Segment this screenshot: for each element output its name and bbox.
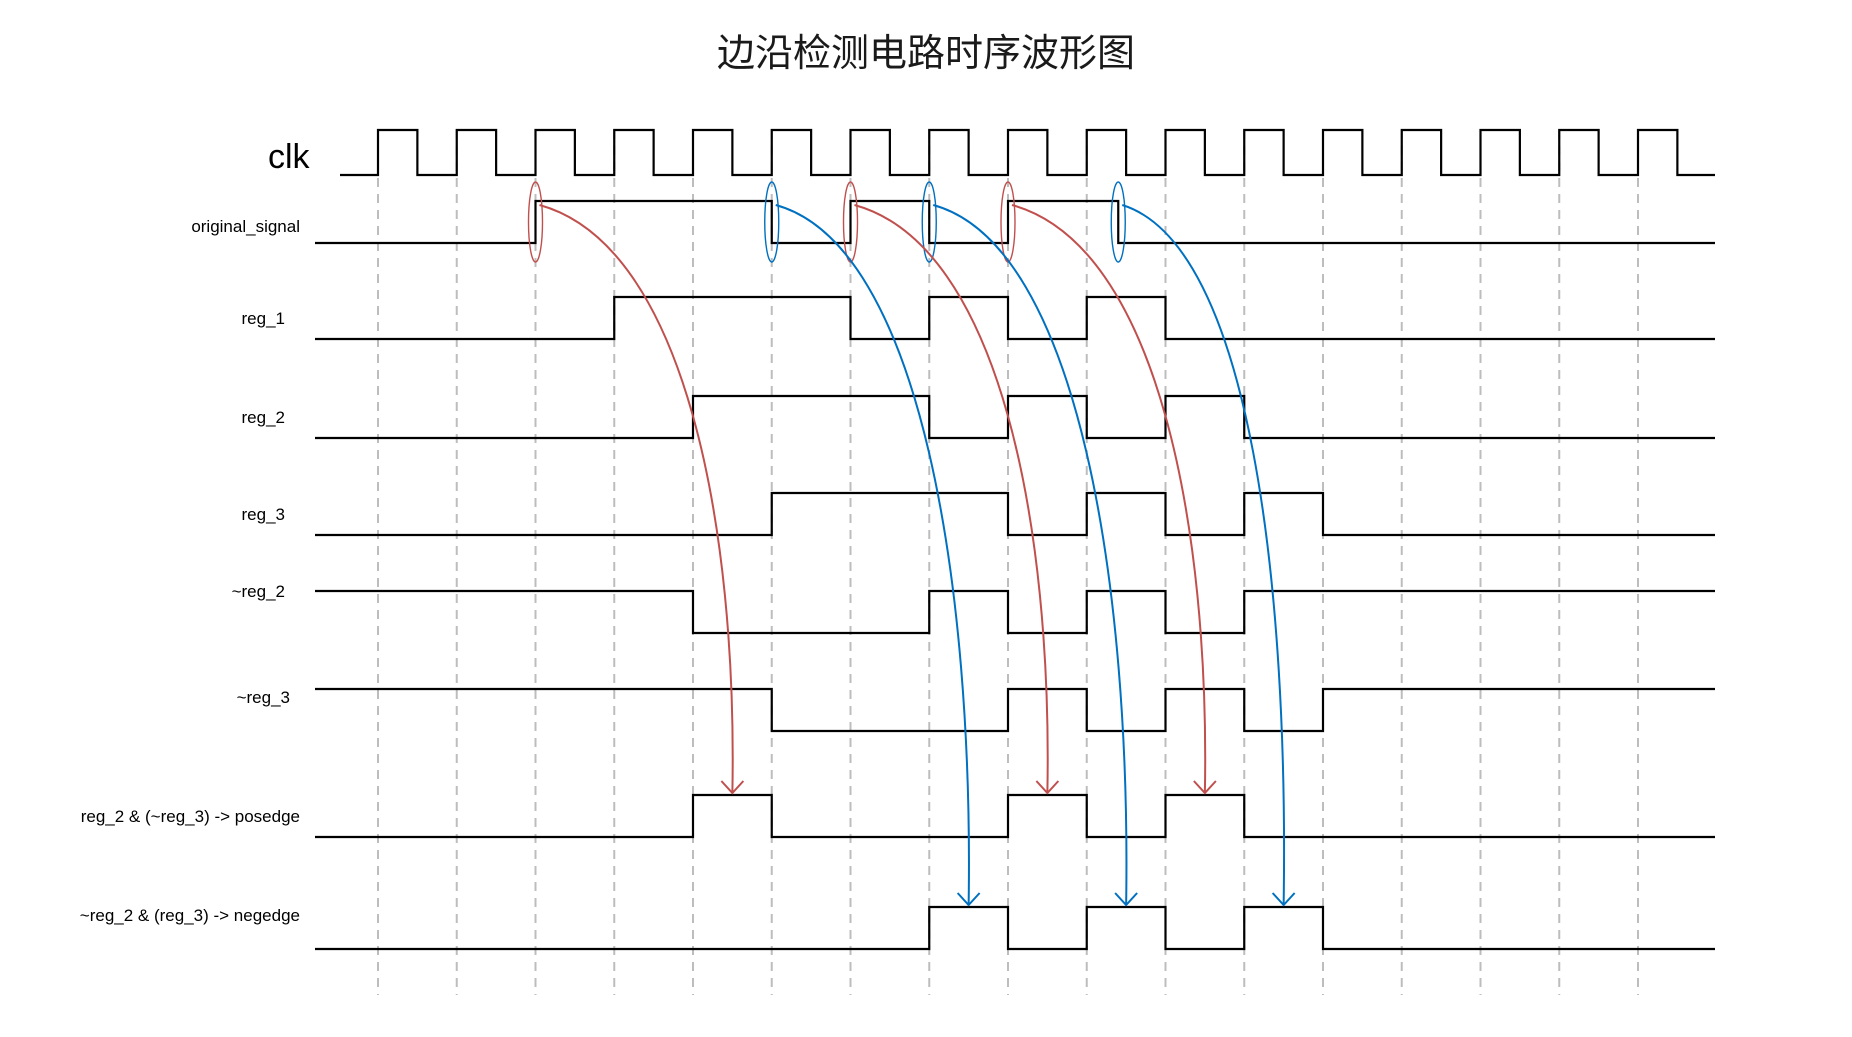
signal-row-negedge: ~reg_2 & (reg_3) -> negedge xyxy=(80,905,1715,951)
signal-label: ~reg_2 xyxy=(232,582,285,601)
signal-waveform xyxy=(315,589,1715,635)
clk-waveform xyxy=(340,128,1715,177)
clock-grid xyxy=(377,130,1639,995)
posedge-arrow xyxy=(539,204,745,795)
signal-label: reg_1 xyxy=(242,309,285,328)
signal-label: reg_2 xyxy=(242,408,285,427)
signal-row-original_signal: original_signal xyxy=(191,199,1715,245)
signal-waveform xyxy=(315,394,1715,440)
negedge-arrow xyxy=(932,204,1138,907)
signal-waveform xyxy=(315,687,1715,733)
signal-waveform xyxy=(315,905,1715,951)
edge-markers xyxy=(527,181,1126,263)
signal-waveform xyxy=(315,295,1715,341)
falling-edge-marker xyxy=(764,181,780,263)
signal-rows: original_signal reg_1 reg_2 reg_3 ~reg_2 ~reg… xyxy=(80,199,1715,951)
signal-label: reg_3 xyxy=(242,505,285,524)
signal-row-not_reg_2: ~reg_2 xyxy=(232,582,1715,635)
posedge-arrow xyxy=(854,204,1060,795)
signal-label: reg_2 & (~reg_3) -> posedge xyxy=(81,807,300,826)
signal-label: original_signal xyxy=(191,217,300,236)
signal-row-reg_1: reg_1 xyxy=(242,295,1715,341)
posedge-arrow xyxy=(1011,204,1217,795)
signal-row-not_reg_3: ~reg_3 xyxy=(237,687,1715,733)
rising-edge-marker xyxy=(527,181,544,263)
causality-arrows xyxy=(539,204,1296,907)
signal-row-reg_3: reg_3 xyxy=(242,491,1715,537)
signal-waveform xyxy=(315,199,1715,245)
falling-edge-marker xyxy=(1110,181,1126,263)
signal-label: ~reg_3 xyxy=(237,688,290,707)
signal-row-posedge: reg_2 & (~reg_3) -> posedge xyxy=(81,793,1715,839)
clk-label: clk xyxy=(268,138,311,176)
signal-row-reg_2: reg_2 xyxy=(242,394,1715,440)
signal-waveform xyxy=(315,793,1715,839)
signal-waveform xyxy=(315,491,1715,537)
negedge-arrow xyxy=(775,204,981,907)
signal-label: ~reg_2 & (reg_3) -> negedge xyxy=(80,906,300,925)
negedge-arrow xyxy=(1121,204,1296,907)
diagram-title: 边沿检测电路时序波形图 xyxy=(717,31,1135,75)
falling-edge-marker xyxy=(921,181,937,263)
